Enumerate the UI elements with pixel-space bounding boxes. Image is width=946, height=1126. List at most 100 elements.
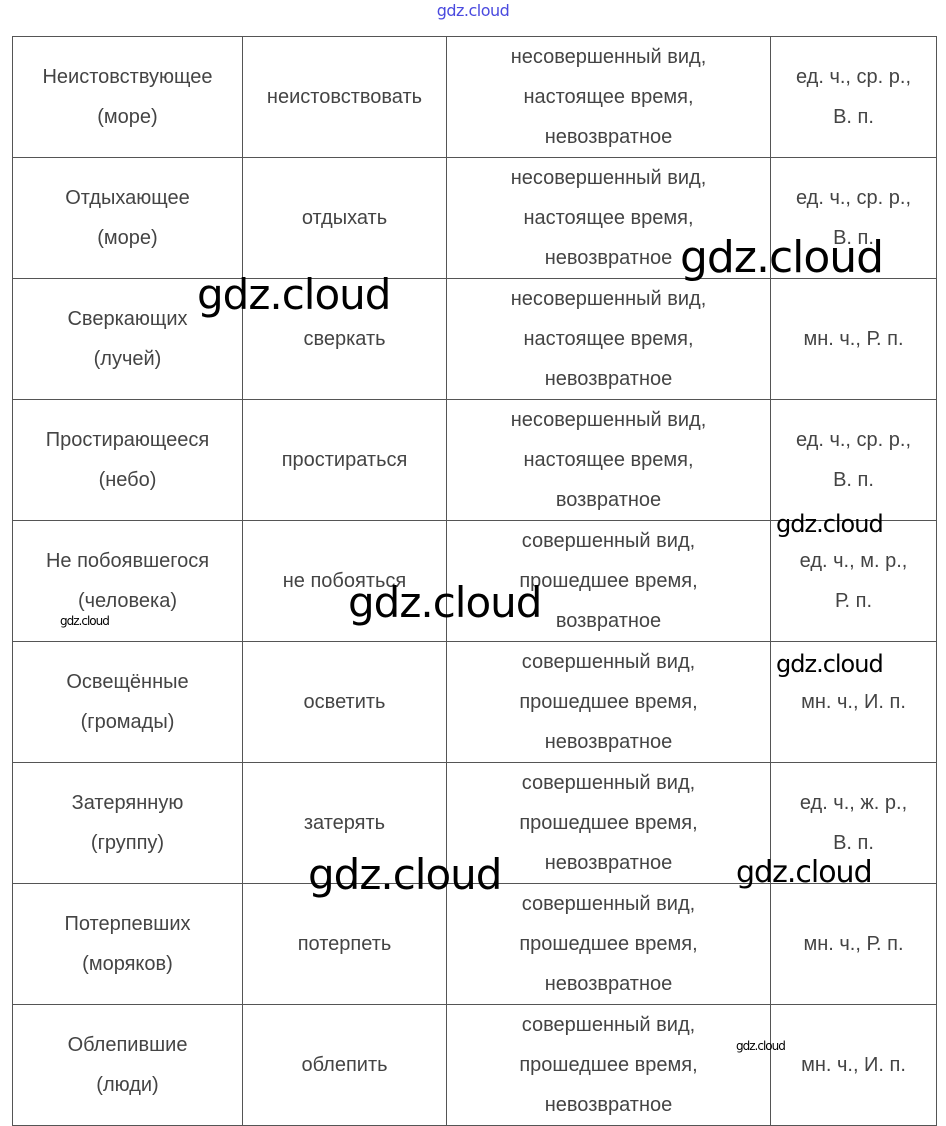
infinitive-cell: потерпеть: [242, 883, 447, 1005]
infinitive-cell: неистовствовать: [242, 36, 447, 158]
table-row: Освещённые (громады) осветить совершенный в…: [12, 641, 937, 763]
features-tense: прошедшее время,: [519, 1054, 698, 1076]
table-row: Отдыхающее (море) отдыхать несовершенный ви…: [12, 157, 937, 279]
form-cell: ед. ч., ж. р., В. п.: [770, 762, 937, 884]
features-aspect: совершенный вид,: [521, 530, 696, 552]
word-cell: Не побоявшегося (человека): [12, 520, 243, 642]
watermark: gdz.cloud: [680, 232, 884, 283]
features-cell: совершенный вид, прошедшее время, невозвра…: [446, 641, 771, 763]
form-cell: мн. ч., Р. п.: [770, 278, 937, 400]
watermark: gdz.cloud: [348, 578, 542, 627]
word-cell: Затерянную (группу): [12, 762, 243, 884]
watermark: gdz.cloud: [736, 1039, 786, 1053]
features-cell: несовершенный вид, настоящее время, возвра…: [446, 399, 771, 521]
features-aspect: несовершенный вид,: [510, 409, 707, 431]
form-cell: ед. ч., ср. р., В. п.: [770, 36, 937, 158]
word-cell: Сверкающих (лучей): [12, 278, 243, 400]
word-cell: Потерпевших (моряков): [12, 883, 243, 1005]
watermark: gdz.cloud: [736, 855, 873, 890]
word-word: Не побоявшегося: [45, 550, 210, 572]
infinitive-infinitive: потерпеть: [297, 933, 392, 955]
word-noun: (море): [97, 106, 158, 128]
form-form1: мн. ч., И. п.: [801, 691, 906, 713]
table-row: Потерпевших (моряков) потерпеть совершенный…: [12, 883, 937, 1005]
features-cell: совершенный вид, прошедшее время, возвратн…: [446, 520, 771, 642]
infinitive-cell: сверкать: [242, 278, 447, 400]
infinitive-cell: отдыхать: [242, 157, 447, 279]
form-form1: ед. ч., ср. р.,: [795, 429, 912, 451]
infinitive-infinitive: облепить: [301, 1054, 388, 1076]
word-word: Облепившие: [67, 1034, 188, 1056]
table-row: Затерянную (группу) затерять совершенный ви…: [12, 762, 937, 884]
features-reflexive: невозвратное: [544, 731, 673, 753]
features-cell: несовершенный вид, настоящее время, невозв…: [446, 157, 771, 279]
word-cell: Неистовствующее (море): [12, 36, 243, 158]
features-aspect: несовершенный вид,: [510, 288, 707, 310]
features-aspect: совершенный вид,: [521, 893, 696, 915]
infinitive-cell: затерять: [242, 762, 447, 884]
watermark: gdz.cloud: [197, 270, 391, 319]
features-aspect: несовершенный вид,: [510, 46, 707, 68]
features-cell: несовершенный вид, настоящее время, невозв…: [446, 278, 771, 400]
word-word: Потерпевших: [64, 913, 191, 935]
form-form2: В. п.: [833, 227, 874, 249]
infinitive-infinitive: не побояться: [282, 570, 407, 592]
features-reflexive: возвратное: [555, 489, 662, 511]
word-word: Неистовствующее: [42, 66, 213, 88]
features-tense: прошедшее время,: [519, 691, 698, 713]
word-noun: (человека): [77, 590, 178, 612]
word-word: Освещённые: [66, 671, 189, 693]
features-aspect: совершенный вид,: [521, 1014, 696, 1036]
form-form1: ед. ч., м. р.,: [799, 550, 908, 572]
infinitive-cell: осветить: [242, 641, 447, 763]
features-reflexive: невозвратное: [544, 973, 673, 995]
features-cell: совершенный вид, прошедшее время, невозвра…: [446, 883, 771, 1005]
form-form1: мн. ч., И. п.: [801, 1054, 906, 1076]
form-cell: ед. ч., ср. р., В. п.: [770, 399, 937, 521]
infinitive-cell: простираться: [242, 399, 447, 521]
word-word: Затерянную: [71, 792, 184, 814]
form-form1: мн. ч., Р. п.: [803, 328, 904, 350]
word-noun: (люди): [96, 1074, 159, 1096]
features-cell: совершенный вид, прошедшее время, невозвра…: [446, 762, 771, 884]
table-row: Облепившие (люди) облепить совершенный вид,…: [12, 1004, 937, 1126]
infinitive-infinitive: отдыхать: [301, 207, 388, 229]
features-reflexive: невозвратное: [544, 368, 673, 390]
features-tense: настоящее время,: [523, 86, 694, 108]
form-form2: В. п.: [833, 106, 874, 128]
form-form2: В. п.: [833, 469, 874, 491]
features-tense: прошедшее время,: [519, 570, 698, 592]
form-cell: мн. ч., Р. п.: [770, 883, 937, 1005]
watermark: gdz.cloud: [60, 614, 110, 628]
participle-table: Неистовствующее (море) неистовствовать несо…: [12, 36, 937, 1126]
word-cell: Облепившие (люди): [12, 1004, 243, 1126]
features-reflexive: невозвратное: [544, 852, 673, 874]
features-reflexive: невозвратное: [544, 1094, 673, 1116]
infinitive-infinitive: простираться: [281, 449, 408, 471]
watermark-top: gdz.cloud: [436, 1, 510, 20]
features-reflexive: невозвратное: [544, 247, 673, 269]
watermark: gdz.cloud: [776, 510, 884, 538]
features-tense: прошедшее время,: [519, 812, 698, 834]
features-reflexive: возвратное: [555, 610, 662, 632]
watermark: gdz.cloud: [776, 650, 884, 678]
features-reflexive: невозвратное: [544, 126, 673, 148]
word-noun: (группу): [90, 832, 165, 854]
word-noun: (небо): [98, 469, 157, 491]
word-word: Сверкающих: [67, 308, 188, 330]
features-aspect: несовершенный вид,: [510, 167, 707, 189]
infinitive-infinitive: осветить: [303, 691, 386, 713]
features-aspect: совершенный вид,: [521, 772, 696, 794]
infinitive-infinitive: неистовствовать: [266, 86, 423, 108]
table-row: Сверкающих (лучей) сверкать несовершенный в…: [12, 278, 937, 400]
form-cell: мн. ч., И. п.: [770, 1004, 937, 1126]
features-cell: несовершенный вид, настоящее время, невозв…: [446, 36, 771, 158]
infinitive-cell: облепить: [242, 1004, 447, 1126]
form-form1: мн. ч., Р. п.: [803, 933, 904, 955]
word-noun: (море): [97, 227, 158, 249]
word-cell: Освещённые (громады): [12, 641, 243, 763]
word-noun: (громады): [80, 711, 175, 733]
table-row: Не побоявшегося (человека) не побояться сов…: [12, 520, 937, 642]
word-word: Простирающееся: [45, 429, 210, 451]
infinitive-cell: не побояться: [242, 520, 447, 642]
